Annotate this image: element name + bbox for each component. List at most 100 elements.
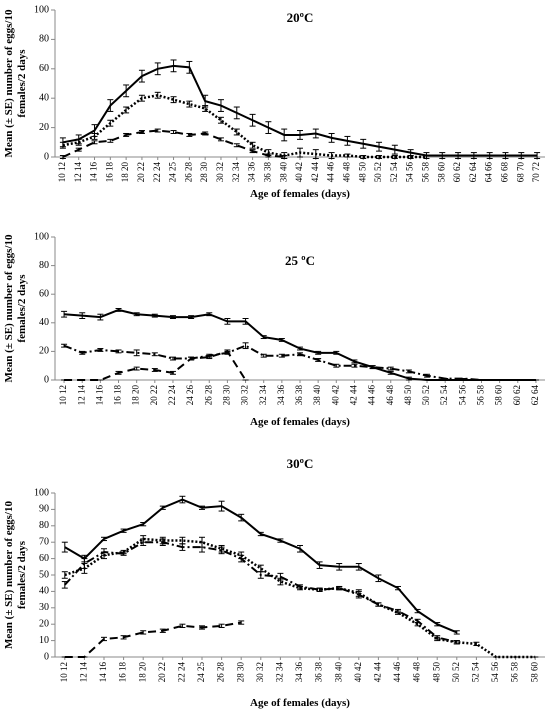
x-tick-label: 44 46: [367, 385, 377, 406]
x-tick-label: 46 48: [385, 385, 395, 406]
series-line: [64, 537, 536, 659]
y-axis-label: females/2 days: [16, 274, 28, 343]
x-tick-label: 66 68: [500, 162, 510, 183]
error-bar: [217, 137, 224, 142]
y-tick-label: 80: [39, 260, 49, 271]
error-bar: [534, 152, 541, 159]
x-axis-label: Age of females (days): [250, 416, 350, 428]
y-tick-label: 30: [39, 602, 49, 613]
error-bar: [186, 60, 193, 74]
x-tick-label: 62 64: [530, 385, 540, 406]
x-tick-label: 14 16: [89, 162, 99, 183]
x-tick-label: 12 14: [78, 662, 88, 683]
y-tick-label: 40: [39, 586, 49, 597]
error-bar: [257, 531, 264, 537]
x-axis-label: Age of females (days): [250, 188, 350, 200]
x-tick-label: 28 30: [199, 162, 209, 183]
error-bar: [405, 369, 412, 374]
error-bar: [101, 536, 107, 542]
x-tick-label: 16 18: [118, 662, 128, 683]
y-tick-label: 0: [44, 374, 49, 385]
error-bar: [61, 343, 68, 348]
x-tick-label: 52 54: [470, 662, 480, 683]
x-tick-label: 30 32: [215, 162, 225, 182]
error-bar: [265, 153, 272, 158]
error-bar: [59, 141, 66, 149]
x-tick-label: 32 34: [258, 385, 268, 406]
error-bar: [281, 128, 288, 142]
error-bar: [61, 571, 68, 579]
error-bar: [151, 352, 158, 357]
error-bar: [138, 69, 145, 83]
error-bar: [281, 155, 288, 159]
error-bar: [242, 342, 249, 350]
x-tick-label: 44 46: [392, 662, 402, 683]
error-bar: [151, 313, 158, 318]
error-bar: [154, 91, 161, 99]
error-bar: [312, 128, 319, 139]
error-bar: [238, 513, 245, 522]
error-bar: [233, 128, 240, 136]
error-bar: [61, 541, 68, 553]
error-bar: [376, 155, 383, 159]
error-bar: [391, 144, 398, 155]
error-bar: [434, 622, 441, 627]
error-bar: [336, 585, 343, 591]
x-tick-label: 22 24: [167, 385, 177, 406]
error-bar: [424, 373, 431, 378]
x-tick-label: 24 26: [185, 385, 195, 406]
x-tick-label: 36 38: [262, 162, 272, 183]
y-tick-label: 100: [34, 231, 49, 242]
error-bar: [115, 308, 122, 312]
series-line: [62, 129, 285, 158]
error-bar: [140, 630, 147, 635]
error-bar: [360, 138, 367, 149]
error-bar: [316, 561, 323, 569]
error-bar: [115, 349, 122, 354]
error-bar: [151, 368, 158, 372]
error-bar: [120, 549, 127, 555]
error-bar: [61, 581, 68, 589]
error-bar: [257, 564, 264, 573]
error-bar: [297, 585, 303, 591]
x-tick-label: 62 64: [468, 162, 478, 183]
error-bar: [133, 349, 140, 357]
x-tick-label: 10 12: [59, 662, 69, 682]
y-tick-label: 100: [34, 487, 49, 498]
x-tick-label: 64 66: [484, 162, 494, 183]
error-bar: [179, 536, 186, 545]
error-bar: [355, 563, 362, 571]
x-tick-label: 46 48: [341, 162, 351, 183]
x-tick-label: 52 54: [439, 385, 449, 406]
error-bar: [351, 359, 358, 364]
series-line: [63, 344, 536, 381]
error-bar: [518, 152, 525, 159]
error-bar: [502, 152, 509, 159]
error-bar: [159, 536, 166, 545]
error-bar: [188, 315, 195, 320]
error-bar: [369, 365, 376, 370]
y-tick-label: 100: [34, 4, 49, 15]
error-bar: [351, 363, 358, 368]
error-bar: [91, 140, 98, 145]
y-tick-label: 50: [39, 569, 49, 580]
error-bar: [315, 358, 322, 362]
error-bar: [59, 155, 66, 159]
x-tick-label: 24 25: [196, 662, 206, 683]
error-bar: [260, 335, 267, 340]
error-bar: [140, 535, 147, 543]
x-tick-label: 48 50: [357, 162, 367, 183]
error-bar: [395, 585, 401, 591]
error-bar: [138, 94, 145, 102]
error-bar: [79, 350, 86, 355]
x-tick-label: 12 14: [73, 162, 83, 183]
error-bar: [202, 105, 209, 112]
x-tick-label: 52 54: [389, 162, 399, 183]
x-tick-label: 26 28: [203, 385, 213, 406]
x-tick-label: 48 50: [403, 385, 413, 406]
error-bar: [470, 152, 477, 159]
x-tick-label: 50 52: [451, 662, 461, 682]
x-tick-label: 32 34: [274, 662, 284, 683]
y-axis-label: females/2 days: [16, 49, 28, 118]
x-tick-label: 56 58: [510, 662, 520, 683]
